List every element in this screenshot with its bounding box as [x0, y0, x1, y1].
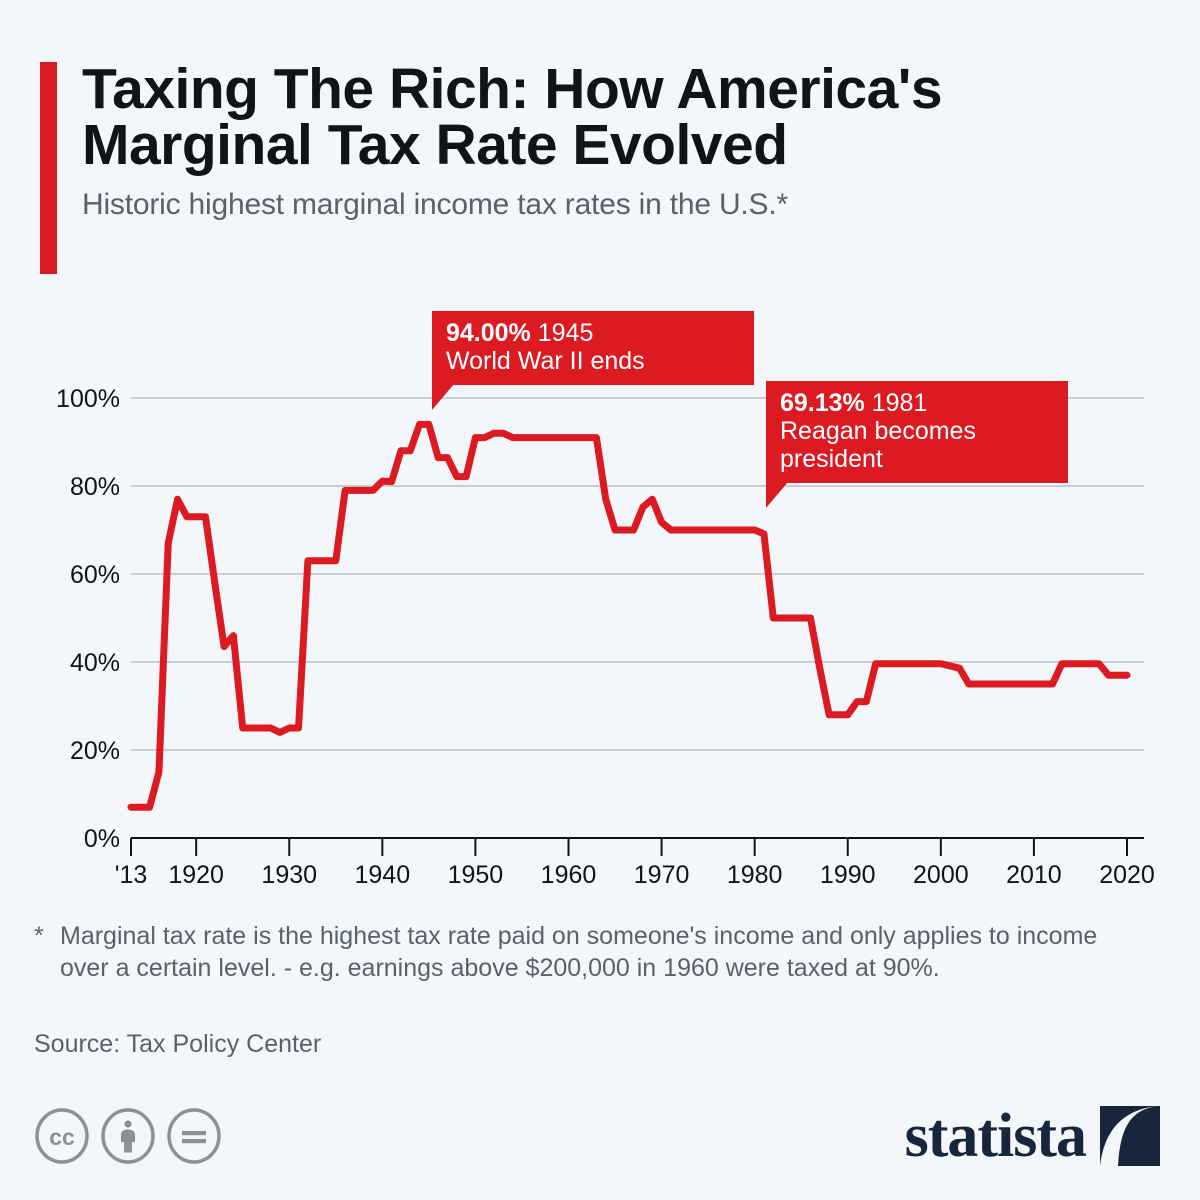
- x-axis-tick-label: 1980: [727, 861, 783, 889]
- x-axis-tick-label: 1960: [541, 861, 597, 889]
- ww2-annotation-event: World War II ends: [446, 347, 645, 375]
- ww2-annotation-tail: [432, 384, 454, 410]
- x-axis-tick-label: '13: [115, 861, 148, 889]
- x-axis: '13 1920 1930 1940 1950 1960 1970 1980 1990 2000 2…: [115, 837, 1155, 889]
- x-axis-tick-label: 2020: [1099, 861, 1155, 889]
- ww2-annotation-value: 94.00%: [446, 319, 531, 347]
- footer: cc statista: [0, 1090, 1200, 1190]
- statista-mark-icon: [1100, 1106, 1160, 1166]
- x-axis-tick-label: 1920: [168, 861, 224, 889]
- no-derivatives-icon[interactable]: [166, 1108, 222, 1164]
- footnote-marker: *: [34, 922, 44, 950]
- page-subtitle: Historic highest marginal income tax rat…: [82, 187, 788, 221]
- reagan-annotation-tail: [766, 482, 788, 508]
- title-block: Taxing The Rich: How America's Marginal …: [82, 57, 1170, 222]
- source-text: Source: Tax Policy Center: [34, 1030, 322, 1058]
- page-title: Taxing The Rich: How America's Marginal …: [82, 57, 943, 177]
- x-axis-tick-label: 1930: [261, 861, 317, 889]
- reagan-annotation-line1: 69.13% 1981: [780, 389, 1054, 417]
- y-axis-tick-label: 80%: [70, 473, 120, 501]
- y-axis-tick-label: 40%: [70, 649, 120, 677]
- y-axis-tick-label: 60%: [70, 561, 120, 589]
- statista-logo[interactable]: statista: [905, 1100, 1166, 1172]
- cc-icon[interactable]: cc: [34, 1108, 90, 1164]
- x-axis-tick-label: 1990: [820, 861, 876, 889]
- ww2-annotation-line1: 94.00% 1945: [446, 319, 740, 347]
- attribution-icon[interactable]: [100, 1108, 156, 1164]
- footnote-text: Marginal tax rate is the highest tax rat…: [60, 922, 1098, 982]
- creative-commons-icons: cc: [34, 1108, 222, 1164]
- ww2-annotation: 94.00% 1945 World War II ends: [432, 311, 754, 410]
- y-axis-tick-label: 20%: [70, 737, 120, 765]
- ww2-annotation-year: 1945: [537, 319, 594, 347]
- reagan-annotation: 69.13% 1981 Reagan becomes president: [766, 381, 1068, 508]
- y-axis-labels: 0% 20% 40% 60% 80% 100%: [56, 385, 120, 853]
- header: Taxing The Rich: How America's Marginal …: [40, 57, 1170, 274]
- x-axis-tick-label: 1940: [355, 861, 411, 889]
- tax-rate-line: [127, 420, 1131, 811]
- reagan-annotation-event: Reagan becomes president: [780, 417, 976, 473]
- x-axis-tick-label: 1970: [634, 861, 690, 889]
- x-axis-tick-label: 2010: [1006, 861, 1062, 889]
- reagan-annotation-value: 69.13%: [780, 389, 865, 417]
- svg-text:cc: cc: [49, 1124, 75, 1150]
- x-axis-tick-label: 2000: [913, 861, 969, 889]
- y-axis-tick-label: 0%: [84, 825, 120, 853]
- statista-wordmark: statista: [904, 1102, 1087, 1170]
- title-accent-bar: [40, 62, 57, 274]
- footnote: * Marginal tax rate is the highest tax r…: [34, 920, 1144, 984]
- y-axis-tick-label: 100%: [56, 385, 120, 413]
- reagan-annotation-year: 1981: [871, 389, 928, 417]
- x-axis-tick-label: 1950: [448, 861, 504, 889]
